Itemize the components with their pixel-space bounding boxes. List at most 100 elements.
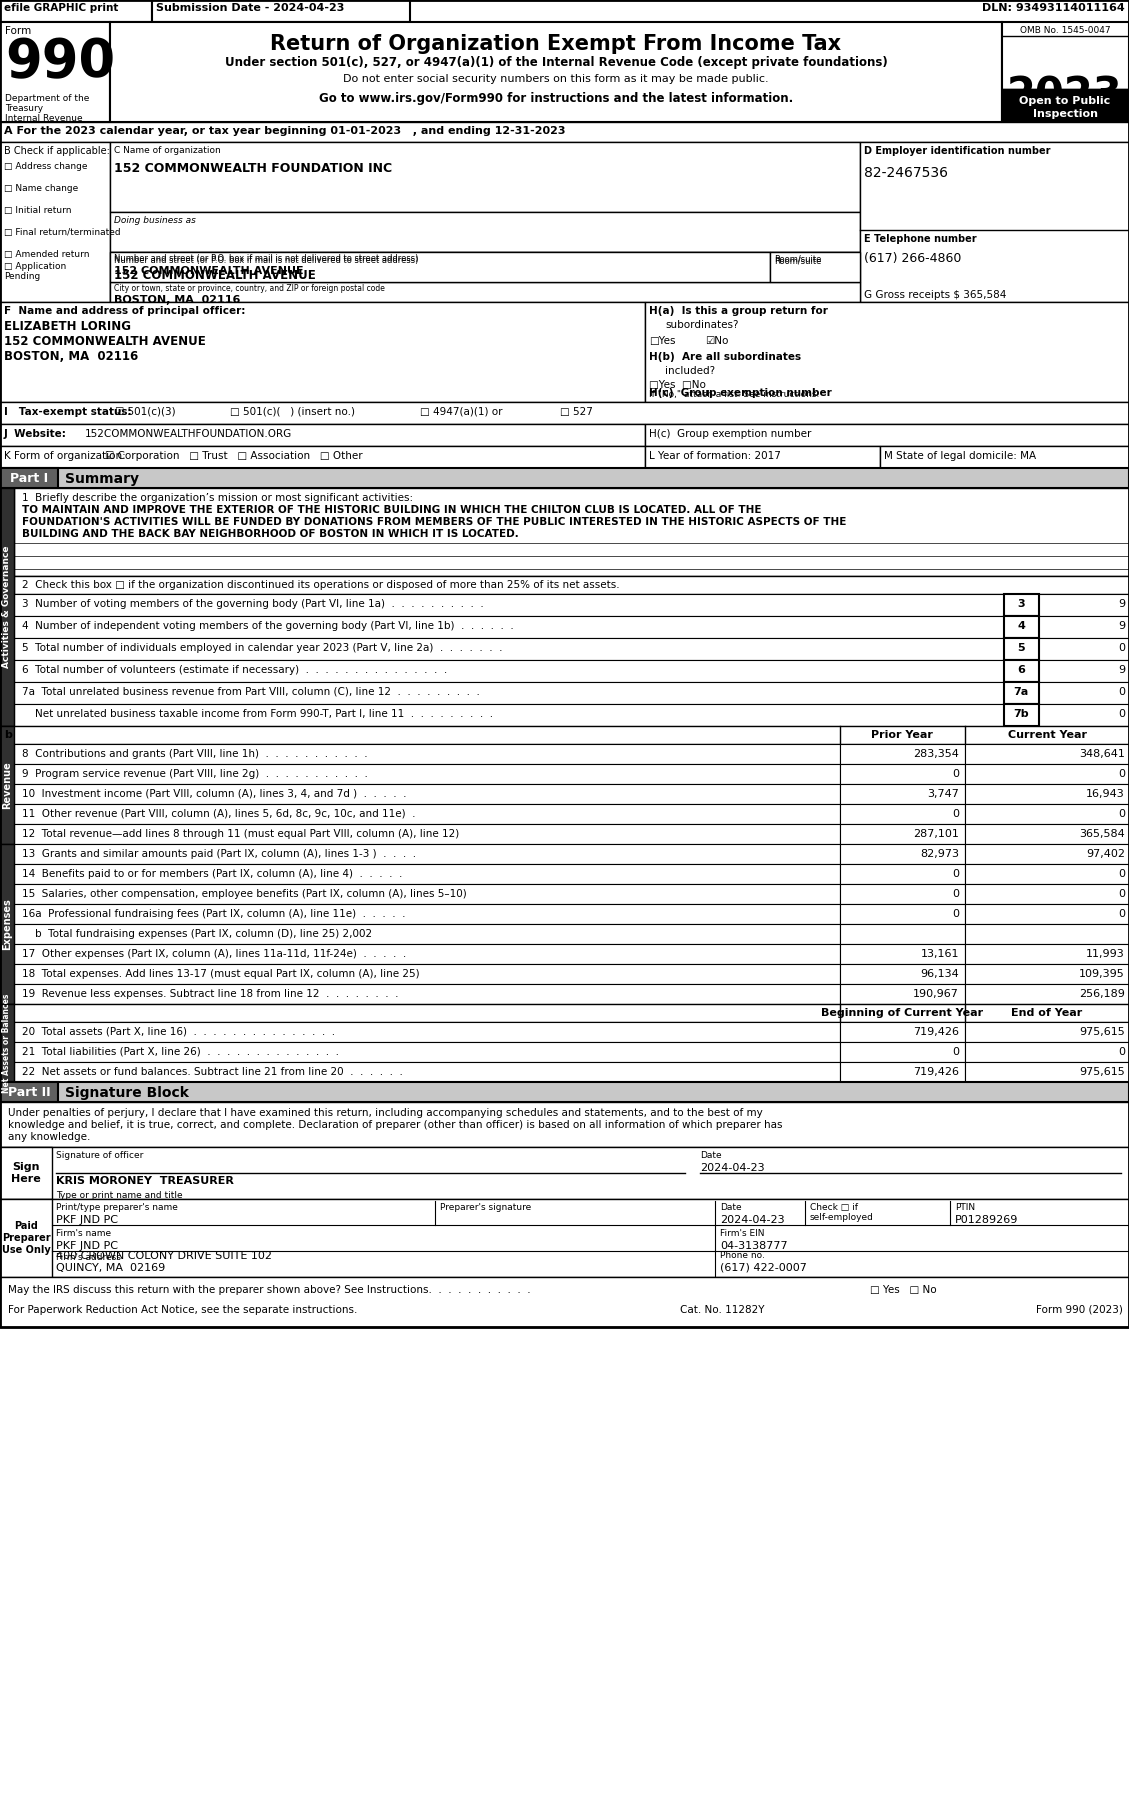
Text: 82,973: 82,973: [920, 849, 959, 860]
Text: 14  Benefits paid to or for members (Part IX, column (A), line 4)  .  .  .  .  .: 14 Benefits paid to or for members (Part…: [21, 869, 402, 879]
Text: 15  Salaries, other compensation, employee benefits (Part IX, column (A), lines : 15 Salaries, other compensation, employe…: [21, 888, 466, 899]
Text: L Year of formation: 2017: L Year of formation: 2017: [649, 450, 781, 461]
Bar: [1004, 660, 1039, 681]
Text: Expenses: Expenses: [2, 897, 12, 950]
Bar: [14, 924, 840, 944]
Text: 152 COMMONWEALTH AVENUE: 152 COMMONWEALTH AVENUE: [114, 268, 316, 281]
Text: 0: 0: [952, 1047, 959, 1058]
Bar: [0, 402, 1129, 423]
Bar: [1039, 638, 1129, 660]
Text: 10  Investment income (Part VIII, column (A), lines 3, 4, and 7d )  .  .  .  .  : 10 Investment income (Part VIII, column …: [21, 789, 406, 798]
Bar: [840, 1022, 965, 1042]
Bar: [110, 213, 860, 252]
Bar: [14, 843, 840, 863]
Text: (617) 422-0007: (617) 422-0007: [720, 1263, 807, 1272]
Bar: [1039, 681, 1129, 705]
Text: □ 4947(a)(1) or: □ 4947(a)(1) or: [420, 407, 502, 416]
Text: □ Application
Pending: □ Application Pending: [5, 261, 67, 281]
Bar: [965, 964, 1129, 984]
Text: Signature of officer: Signature of officer: [56, 1151, 143, 1160]
Text: 2023: 2023: [1007, 74, 1123, 115]
Text: Check □ if: Check □ if: [809, 1204, 858, 1213]
Bar: [965, 885, 1129, 905]
Bar: [965, 824, 1129, 843]
Bar: [965, 1022, 1129, 1042]
Text: Form 990 (2023): Form 990 (2023): [1036, 1305, 1123, 1315]
Bar: [0, 1278, 1129, 1326]
Text: 365,584: 365,584: [1079, 829, 1124, 840]
Text: 4: 4: [1017, 622, 1025, 631]
Bar: [110, 252, 770, 303]
Text: 0: 0: [1118, 869, 1124, 879]
Text: DLN: 93493114011164: DLN: 93493114011164: [982, 4, 1124, 13]
Bar: [0, 123, 1129, 142]
Bar: [110, 281, 860, 303]
Text: PTIN: PTIN: [955, 1204, 975, 1213]
Text: BUILDING AND THE BACK BAY NEIGHBORHOOD OF BOSTON IN WHICH IT IS LOCATED.: BUILDING AND THE BACK BAY NEIGHBORHOOD O…: [21, 530, 518, 539]
Bar: [840, 885, 965, 905]
Bar: [0, 1198, 1129, 1278]
Text: 3,747: 3,747: [927, 789, 959, 798]
Bar: [965, 1042, 1129, 1061]
Text: H(c)  Group exemption number: H(c) Group exemption number: [649, 387, 832, 398]
Bar: [14, 984, 840, 1004]
Text: 7a: 7a: [1014, 687, 1029, 697]
Text: 6: 6: [1017, 665, 1025, 676]
Text: 04-3138777: 04-3138777: [720, 1242, 788, 1251]
Text: 0: 0: [1118, 809, 1124, 818]
Bar: [14, 1022, 840, 1042]
Bar: [14, 681, 1004, 705]
Bar: [965, 764, 1129, 784]
Text: QUINCY, MA  02169: QUINCY, MA 02169: [56, 1263, 165, 1272]
Text: 2  Check this box □ if the organization discontinued its operations or disposed : 2 Check this box □ if the organization d…: [21, 580, 620, 589]
Bar: [1039, 705, 1129, 726]
Bar: [110, 252, 770, 281]
Text: included?: included?: [665, 366, 715, 377]
Bar: [965, 804, 1129, 824]
Text: Open to Public: Open to Public: [1019, 96, 1111, 106]
Text: K Form of organization:: K Form of organization:: [5, 450, 125, 461]
Bar: [0, 0, 1129, 22]
Bar: [14, 705, 1004, 726]
Text: 0: 0: [952, 908, 959, 919]
Text: 975,615: 975,615: [1079, 1067, 1124, 1078]
Text: PKF JND PC: PKF JND PC: [56, 1242, 119, 1251]
Bar: [770, 252, 860, 281]
Text: 16a  Professional fundraising fees (Part IX, column (A), line 11e)  .  .  .  .  : 16a Professional fundraising fees (Part …: [21, 908, 405, 919]
Text: 7a  Total unrelated business revenue from Part VIII, column (C), line 12  .  .  : 7a Total unrelated business revenue from…: [21, 687, 480, 697]
Text: Date: Date: [700, 1151, 721, 1160]
Text: 0: 0: [1118, 643, 1124, 652]
Bar: [14, 764, 840, 784]
Text: □ 501(c)(   ) (insert no.): □ 501(c)( ) (insert no.): [230, 407, 355, 416]
Text: Preparer's signature: Preparer's signature: [440, 1204, 532, 1213]
Bar: [645, 447, 879, 469]
Text: 3: 3: [1017, 598, 1025, 609]
Text: □ Initial return: □ Initial return: [5, 205, 71, 214]
Bar: [965, 784, 1129, 804]
Text: C Name of organization: C Name of organization: [114, 146, 221, 155]
Text: ☑ 501(c)(3): ☑ 501(c)(3): [115, 407, 176, 416]
Text: 0: 0: [952, 809, 959, 818]
Text: 11,993: 11,993: [1086, 950, 1124, 959]
Bar: [0, 303, 645, 402]
Text: Date: Date: [720, 1204, 742, 1213]
Text: Cat. No. 11282Y: Cat. No. 11282Y: [680, 1305, 764, 1315]
Text: 0: 0: [1118, 687, 1124, 697]
Text: Treasury: Treasury: [5, 105, 43, 114]
Text: 109,395: 109,395: [1079, 969, 1124, 978]
Bar: [0, 142, 110, 303]
Text: 719,426: 719,426: [913, 1027, 959, 1036]
Bar: [840, 764, 965, 784]
Text: F  Name and address of principal officer:: F Name and address of principal officer:: [5, 306, 245, 315]
Text: ☑No: ☑No: [704, 335, 728, 346]
Text: B Check if applicable:: B Check if applicable:: [5, 146, 110, 157]
Bar: [14, 744, 840, 764]
Text: Number and street (or P.O. box if mail is not delivered to street address): Number and street (or P.O. box if mail i…: [114, 256, 419, 265]
Text: H(c)  Group exemption number: H(c) Group exemption number: [649, 429, 812, 440]
Text: 19  Revenue less expenses. Subtract line 18 from line 12  .  .  .  .  .  .  .  .: 19 Revenue less expenses. Subtract line …: [21, 989, 399, 998]
Bar: [965, 984, 1129, 1004]
Text: H(a)  Is this a group return for: H(a) Is this a group return for: [649, 306, 828, 315]
Text: Internal Revenue: Internal Revenue: [5, 114, 82, 123]
Text: Activities & Governance: Activities & Governance: [2, 546, 11, 669]
Bar: [840, 984, 965, 1004]
